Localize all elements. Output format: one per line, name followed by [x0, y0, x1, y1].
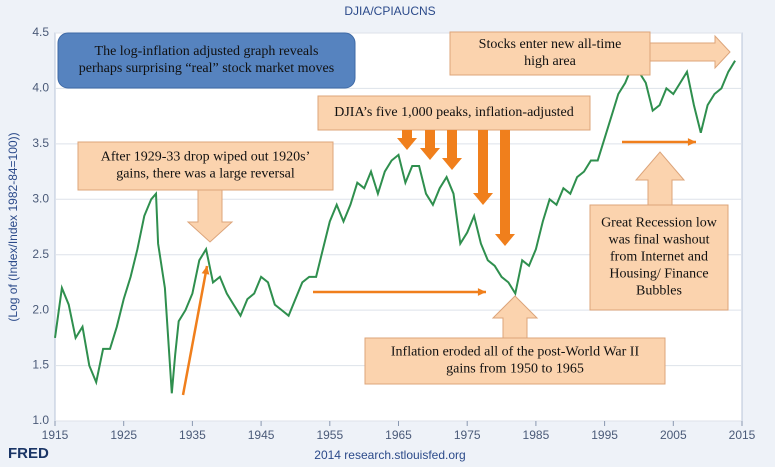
y-tick-label: 4.0: [32, 81, 49, 95]
annotation-box: [449, 31, 651, 76]
block-arrow: [491, 295, 539, 339]
line: [54, 60, 736, 394]
y-tick-label: 4.5: [32, 25, 49, 39]
peak-arrow-head: [442, 158, 462, 170]
annotation-text: high area: [524, 54, 576, 69]
peak-arrow: [425, 130, 435, 148]
annotation-text: Inflation eroded all of the post-World W…: [391, 345, 640, 360]
x-tick-label: 1935: [179, 428, 206, 442]
thin-arrow-head: [201, 266, 210, 275]
x-tick-label: 1945: [248, 428, 275, 442]
y-axis-label: (Log of (Index/Index 1982-84=100)): [6, 132, 20, 321]
y-tick-label: 3.0: [32, 191, 49, 205]
annotation-text: Bubbles: [636, 284, 682, 299]
peak-arrow-head: [420, 148, 440, 160]
annotation-box: [317, 95, 591, 131]
x-tick-label: 1965: [385, 428, 412, 442]
annotation-text: from Internet and: [610, 250, 708, 265]
annotation-box: [77, 141, 334, 191]
x-tick-label: 1995: [591, 428, 618, 442]
annotation-box: [589, 204, 729, 311]
x-tick-label: 1975: [454, 428, 481, 442]
x-tick-label: 1925: [110, 428, 137, 442]
annotation-text: Housing/ Finance: [609, 267, 708, 282]
annotation-text: Great Recession low: [601, 216, 718, 231]
logo: FRED: [8, 445, 49, 462]
thin-arrow-head: [687, 138, 696, 146]
annotation-text: DJIA’s five 1,000 peaks, inflation-adjus…: [334, 105, 574, 120]
block-arrow: [649, 34, 731, 70]
y-tick-label: 3.5: [32, 136, 49, 150]
annotation-box: [57, 32, 356, 89]
peak-arrow-head: [495, 234, 515, 246]
block-arrow: [634, 151, 686, 206]
annotation-text: The log-inflation adjusted graph reveals: [95, 44, 319, 59]
y-tick-label: 2.0: [32, 302, 49, 316]
annotation-text: was final washout: [608, 233, 709, 248]
x-tick-label: 1955: [316, 428, 343, 442]
x-tick-label: 2005: [660, 428, 687, 442]
x-tick-label: 2015: [729, 428, 756, 442]
y-tick-label: 2.5: [32, 247, 49, 261]
thin-arrow-head: [477, 288, 486, 296]
peak-arrow: [447, 130, 457, 158]
y-tick-label: 1.0: [32, 413, 49, 427]
annotation-text: gains, there was a large reversal: [116, 167, 295, 182]
chart-title: DJIA/CPIAUCNS: [344, 4, 435, 18]
annotation-box: [364, 337, 666, 385]
peak-arrow: [478, 130, 488, 193]
peak-arrow: [500, 130, 510, 234]
peak-arrow: [402, 130, 412, 138]
thin-arrow: [181, 265, 209, 396]
peak-arrow-head: [473, 193, 493, 205]
peak-arrow-head: [397, 138, 417, 150]
block-arrow: [186, 189, 234, 243]
y-tick-label: 1.5: [32, 358, 49, 372]
source: 2014 research.stlouisfed.org: [314, 448, 465, 462]
annotation-text: After 1929-33 drop wiped out 1920s’: [101, 150, 311, 165]
x-tick-label: 1915: [42, 428, 69, 442]
annotation-text: gains from 1950 to 1965: [446, 362, 584, 377]
annotation-text: Stocks enter new all-time: [479, 37, 622, 52]
x-tick-label: 1985: [523, 428, 550, 442]
annotation-text: perhaps surprising “real” stock market m…: [79, 61, 334, 76]
